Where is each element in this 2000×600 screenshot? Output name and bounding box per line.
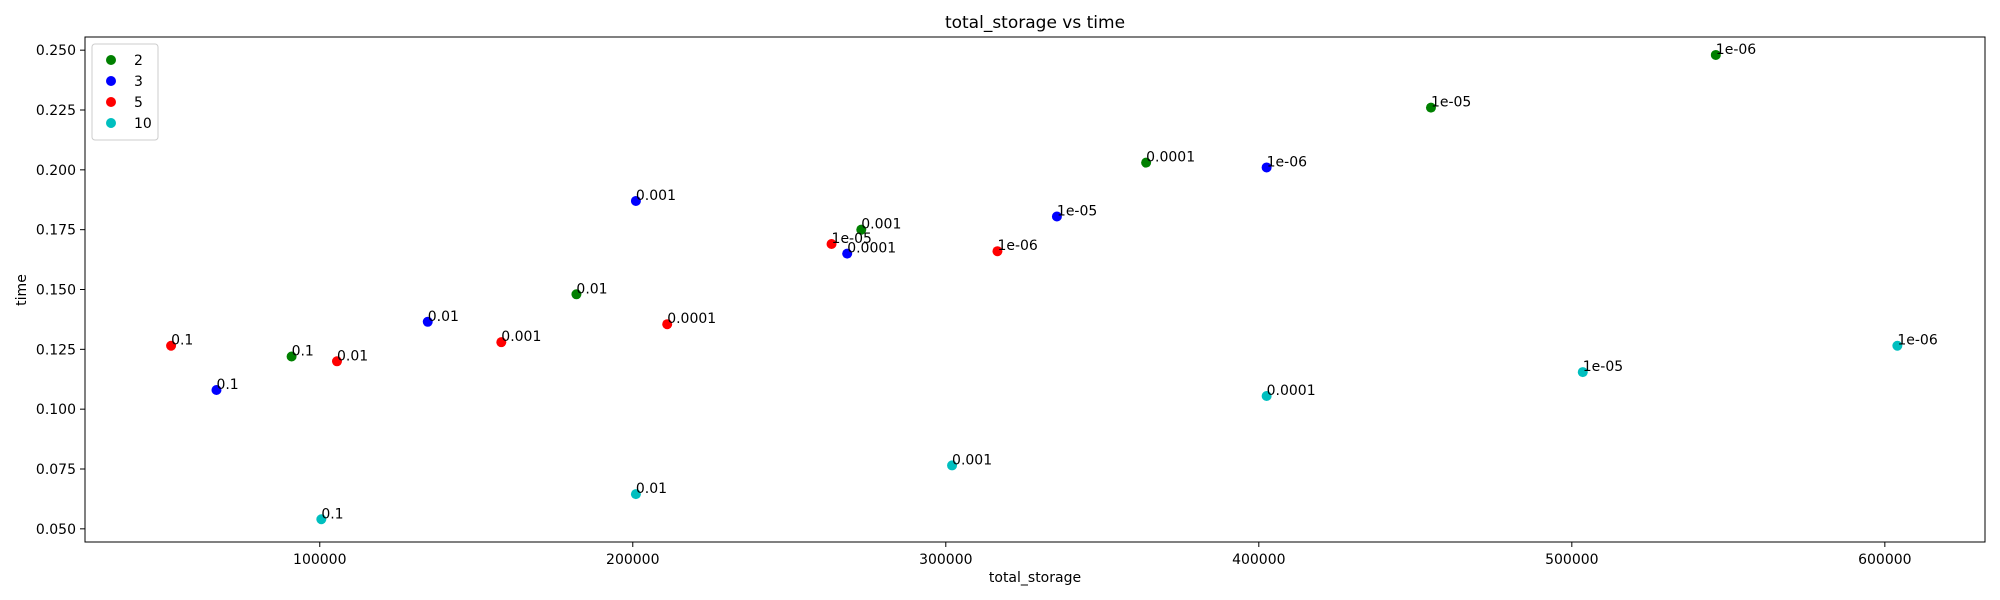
data-point [422,316,433,327]
data-point [1141,157,1152,168]
data-point [331,356,342,367]
data-point [1425,102,1436,113]
data-point [1261,391,1272,402]
point-label: 1e-06 [1716,42,1756,58]
x-tick-label: 600000 [1858,552,1911,568]
point-label: 0.01 [428,309,459,325]
series-10: 0.1 0.01 0.001 0.0001 1e-05 1e-06 [316,333,1938,525]
x-tick-label: 500000 [1545,552,1598,568]
legend-entry: 5 [134,95,143,111]
point-label: 0.001 [501,329,541,345]
data-point [211,385,222,396]
point-label: 1e-05 [1057,204,1097,220]
x-tick-label: 200000 [606,552,659,568]
legend-marker [106,76,116,86]
data-point [316,514,327,525]
data-point [630,195,641,206]
point-label: 1e-06 [1897,333,1937,349]
data-point [826,239,837,250]
x-tick-label: 400000 [1232,552,1285,568]
data-point [286,351,297,362]
x-tick-label: 300000 [919,552,972,568]
data-point [1577,367,1588,378]
data-point [856,224,867,235]
point-label: 1e-06 [1267,154,1307,170]
point-label: 0.1 [216,377,238,393]
legend-entry: 10 [134,116,152,132]
point-label: 0.001 [861,217,901,233]
data-point [496,337,507,348]
legend: 2 3 5 10 [91,43,159,141]
point-label: 0.01 [576,281,607,297]
point-label: 0.0001 [847,241,896,257]
data-point [1051,211,1062,222]
y-tick-label: 0.250 [36,43,76,59]
point-label: 1e-05 [1431,95,1471,111]
point-label: 0.001 [952,452,992,468]
point-label: 0.1 [171,333,193,349]
data-point [1261,162,1272,173]
axes-frame [84,36,1986,543]
data-point [166,340,177,351]
y-tick-label: 0.075 [36,462,76,478]
y-tick-label: 0.200 [36,163,76,179]
legend-entry: 3 [134,74,143,90]
y-tick-label: 0.175 [36,223,76,239]
legend-marker [106,97,116,107]
x-tick-label: 100000 [293,552,346,568]
legend-entry: 2 [134,53,143,69]
point-label: 0.0001 [667,311,716,327]
point-label: 0.1 [321,506,343,522]
y-tick-label: 0.050 [36,522,76,538]
data-point [571,289,582,300]
y-tick-label: 0.225 [36,103,76,119]
y-axis-label: time [14,274,30,306]
data-point [992,246,1003,257]
axis-ticks: 100000 200000 300000 400000 500000 600000 0.05… [36,43,1912,568]
point-label: 0.001 [636,188,676,204]
data-point [842,248,853,259]
data-point [947,460,958,471]
data-point [662,319,673,330]
point-label: 1e-05 [1583,359,1623,375]
legend-marker [106,55,116,65]
point-label: 0.0001 [1267,383,1316,399]
x-axis-label: total_storage [989,570,1081,586]
point-label: 0.0001 [1146,150,1195,166]
point-label: 1e-05 [832,231,872,247]
y-tick-label: 0.100 [36,402,76,418]
chart-title: total_storage vs time [945,13,1125,33]
point-label: 0.1 [292,344,314,360]
point-label: 0.01 [337,348,368,364]
data-point [1892,340,1903,351]
data-point [630,489,641,500]
y-tick-label: 0.125 [36,342,76,358]
legend-marker [106,118,116,128]
data-points: 0.10.010.0010.00011e-051e-060.10.010.001… [166,42,1938,525]
y-tick-label: 0.150 [36,283,76,299]
legend-box [91,43,159,141]
point-label: 0.01 [636,481,667,497]
data-point [1710,49,1721,60]
point-label: 1e-06 [997,238,1037,254]
